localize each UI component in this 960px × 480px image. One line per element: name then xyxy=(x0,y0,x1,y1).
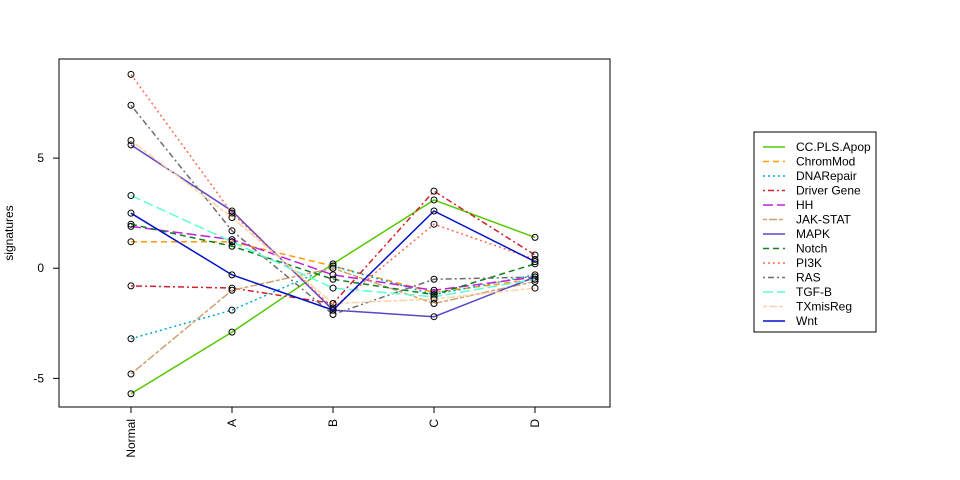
data-point xyxy=(127,238,135,246)
data-point xyxy=(329,306,337,314)
series-line xyxy=(130,194,536,298)
data-point xyxy=(531,284,539,292)
data-point xyxy=(430,299,438,307)
data-point xyxy=(430,291,438,299)
data-point xyxy=(430,220,438,228)
data-point xyxy=(430,275,438,283)
data-point xyxy=(430,286,438,294)
series-line xyxy=(130,265,536,340)
data-point xyxy=(430,295,438,303)
data-point xyxy=(127,136,135,144)
series-mapk xyxy=(127,141,539,321)
y-axis: -5 0 5 xyxy=(33,151,59,385)
series-wnt xyxy=(127,207,539,314)
legend-label: Notch xyxy=(796,242,827,256)
data-point xyxy=(228,214,236,222)
legend-label: JAK-STAT xyxy=(796,213,852,227)
x-tick-label: A xyxy=(225,419,239,427)
data-point xyxy=(430,196,438,204)
x-tick-label: D xyxy=(528,419,542,428)
data-point xyxy=(430,288,438,296)
data-point xyxy=(430,313,438,321)
series-ras xyxy=(127,101,539,318)
data-point xyxy=(430,207,438,215)
data-point xyxy=(127,209,135,217)
x-tick-label: C xyxy=(427,419,441,428)
x-tick-label: Normal xyxy=(124,419,138,458)
legend-label: ChromMod xyxy=(796,155,855,169)
data-point xyxy=(329,284,337,292)
data-point xyxy=(127,390,135,398)
data-point xyxy=(127,70,135,78)
legend-label: MAPK xyxy=(796,227,830,241)
data-point xyxy=(228,227,236,235)
data-point xyxy=(228,328,236,336)
data-point xyxy=(228,271,236,279)
legend-label: Wnt xyxy=(796,314,818,328)
data-point xyxy=(531,275,539,283)
series-line xyxy=(130,210,536,311)
data-point xyxy=(228,286,236,294)
data-point xyxy=(228,306,236,314)
data-point xyxy=(430,293,438,301)
legend-label: TGF-B xyxy=(796,285,832,299)
data-point xyxy=(127,282,135,290)
data-point xyxy=(127,192,135,200)
data-point xyxy=(531,251,539,259)
data-point xyxy=(329,275,337,283)
legend-label: TXmisReg xyxy=(796,300,852,314)
data-point xyxy=(329,310,337,318)
data-point xyxy=(127,222,135,230)
data-point xyxy=(127,101,135,109)
series-cc-pls-apop xyxy=(127,196,539,398)
data-point xyxy=(228,238,236,246)
data-point xyxy=(127,370,135,378)
y-axis-label: signatures xyxy=(2,205,16,260)
series-line xyxy=(130,225,536,292)
legend-label: Driver Gene xyxy=(796,184,861,198)
series-pi3k xyxy=(127,70,539,312)
legend-label: DNARepair xyxy=(796,169,857,183)
series-line xyxy=(130,199,536,395)
y-tick-label: -5 xyxy=(33,371,44,385)
y-tick-label: 5 xyxy=(37,151,44,165)
data-point xyxy=(531,258,539,266)
data-point xyxy=(127,335,135,343)
x-axis: Normal A B C D xyxy=(124,407,542,458)
data-point xyxy=(531,273,539,281)
data-point xyxy=(329,260,337,268)
series-line xyxy=(130,73,536,309)
series-line xyxy=(130,104,536,316)
series-dnarepair xyxy=(127,262,539,343)
data-point xyxy=(531,233,539,241)
plot-area-frame xyxy=(58,58,611,408)
series-txmisreg xyxy=(127,136,539,307)
series-line xyxy=(130,267,536,375)
legend-box xyxy=(753,131,877,333)
data-point xyxy=(228,236,236,244)
data-point xyxy=(329,271,337,279)
data-point xyxy=(127,141,135,149)
legend-label: RAS xyxy=(796,271,821,285)
series-tgf-b xyxy=(127,192,539,301)
data-point xyxy=(127,220,135,228)
data-point xyxy=(531,277,539,285)
y-tick-label: 0 xyxy=(37,261,44,275)
legend-label: HH xyxy=(796,198,813,212)
x-tick-label: B xyxy=(326,419,340,427)
data-point xyxy=(329,299,337,307)
data-point xyxy=(430,187,438,195)
legend-label: CC.PLS.Apop xyxy=(796,140,871,154)
data-point xyxy=(228,207,236,215)
data-point xyxy=(228,242,236,250)
data-point xyxy=(228,209,236,217)
series-line xyxy=(130,139,536,305)
legend-label: PI3K xyxy=(796,256,822,270)
series-layer xyxy=(127,70,539,398)
data-point xyxy=(329,264,337,272)
data-point xyxy=(329,262,337,270)
series-hh xyxy=(127,222,539,294)
